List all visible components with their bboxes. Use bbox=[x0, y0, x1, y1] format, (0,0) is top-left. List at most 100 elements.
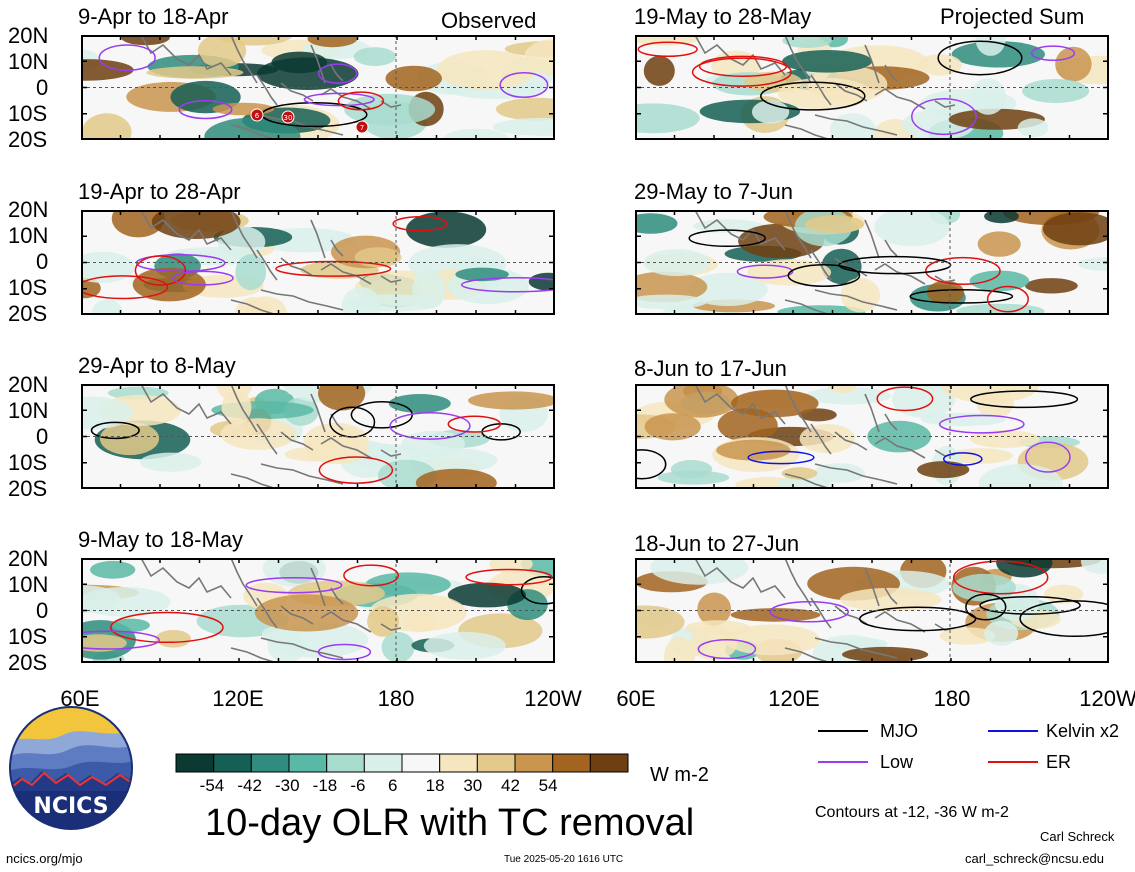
olr-anomaly-blob bbox=[977, 231, 1021, 257]
coastline bbox=[260, 463, 344, 485]
olr-anomaly-blob bbox=[385, 65, 442, 92]
olr-anomaly-blob bbox=[782, 50, 873, 73]
ncics-logo: NCICS bbox=[9, 706, 133, 830]
tc-marker: 30 bbox=[281, 110, 295, 124]
coastline bbox=[814, 289, 898, 311]
tc-marker: 7 bbox=[355, 120, 369, 134]
wave-contour bbox=[838, 255, 952, 275]
olr-anomaly-blob bbox=[1025, 278, 1078, 294]
coastline bbox=[784, 210, 812, 259]
colorbar-tick-label: -30 bbox=[275, 776, 300, 795]
olr-anomaly-blob bbox=[81, 251, 135, 283]
lat-label: 0 bbox=[36, 249, 49, 274]
author-email[interactable]: carl_schreck@ncsu.edu bbox=[965, 851, 1104, 866]
coastline bbox=[320, 437, 372, 459]
wave-contour bbox=[337, 91, 385, 111]
lat-label: 10N bbox=[8, 223, 49, 248]
coastline bbox=[320, 611, 372, 633]
olr-anomaly-blob bbox=[81, 59, 134, 81]
coastline bbox=[310, 393, 326, 433]
coastline bbox=[694, 210, 786, 251]
wave-contour bbox=[691, 57, 792, 87]
olr-anomaly-blob bbox=[436, 50, 536, 90]
wave-contour bbox=[98, 44, 156, 72]
olr-anomaly-blob bbox=[447, 582, 526, 608]
wave-contour bbox=[747, 450, 815, 465]
wave-contour bbox=[178, 99, 233, 120]
coastline bbox=[230, 558, 258, 607]
wave-contour bbox=[937, 40, 1023, 76]
lon-label: 120E bbox=[768, 686, 820, 711]
wave-contour bbox=[90, 421, 140, 440]
coastline bbox=[256, 249, 278, 281]
olr-anomaly-blob bbox=[365, 572, 451, 597]
wave-contour bbox=[343, 564, 400, 587]
olr-anomaly-blob bbox=[524, 39, 555, 75]
olr-anomaly-blob bbox=[1017, 118, 1049, 138]
coastline bbox=[380, 623, 402, 631]
colorbar-swatch bbox=[250, 753, 290, 773]
lat-label: 0 bbox=[36, 75, 49, 100]
wave-contour bbox=[447, 415, 502, 433]
panel-title-obs-3: 29-Apr to 8-May bbox=[78, 353, 236, 378]
legend-label-low: Low bbox=[880, 752, 914, 772]
coastline bbox=[380, 275, 402, 283]
colorbar-tick-label: 54 bbox=[538, 776, 558, 795]
olr-anomaly-blob bbox=[1044, 584, 1084, 604]
legend-line-er bbox=[988, 761, 1038, 763]
wave-contour bbox=[172, 270, 234, 286]
olr-anomaly-blob bbox=[1055, 46, 1092, 82]
wave-contour bbox=[1019, 600, 1109, 638]
colorbar-tick-label: -54 bbox=[199, 776, 225, 795]
wave-contour bbox=[81, 275, 169, 300]
panel-title-obs-2: 19-Apr to 28-Apr bbox=[78, 179, 241, 204]
coastline bbox=[230, 35, 258, 84]
olr-anomaly-blob bbox=[956, 303, 1045, 315]
wave-contour bbox=[876, 386, 934, 412]
wave-contour bbox=[637, 41, 698, 58]
panel-title-obs-1: 9-Apr to 18-Apr bbox=[78, 4, 229, 29]
coastline bbox=[874, 611, 926, 633]
olr-anomaly-blob bbox=[528, 272, 555, 291]
olr-anomaly-blob bbox=[776, 476, 831, 489]
colorbar-swatch bbox=[175, 753, 215, 773]
olr-anomaly-blob bbox=[468, 391, 555, 410]
wave-contour bbox=[736, 264, 794, 279]
coastline bbox=[694, 35, 786, 76]
coastline bbox=[814, 637, 898, 659]
coastline bbox=[864, 567, 880, 607]
wave-contour bbox=[460, 277, 555, 293]
lon-label: 120E bbox=[212, 686, 264, 711]
wave-contour bbox=[697, 639, 757, 660]
olr-anomaly-blob bbox=[1022, 79, 1090, 103]
olr-map-panel-obs-2 bbox=[81, 210, 555, 315]
olr-anomaly-blob bbox=[81, 396, 133, 430]
coastline bbox=[330, 587, 344, 605]
olr-anomaly-blob bbox=[996, 558, 1053, 578]
olr-anomaly-blob bbox=[262, 558, 326, 587]
olr-anomaly-blob bbox=[318, 384, 366, 411]
wave-contour bbox=[81, 630, 160, 650]
olr-anomaly-blob bbox=[805, 215, 865, 234]
lat-label: 20S bbox=[8, 127, 48, 152]
wave-contour bbox=[317, 63, 358, 84]
olr-map-panel-proj-2 bbox=[635, 210, 1109, 315]
lat-label: 10S bbox=[8, 624, 48, 649]
website-link[interactable]: ncics.org/mjo bbox=[6, 851, 83, 866]
olr-map-panel-proj-1 bbox=[635, 35, 1109, 140]
colorbar-tick-label: 18 bbox=[425, 776, 445, 795]
lat-label: 20S bbox=[8, 476, 48, 501]
olr-anomaly-blob bbox=[406, 211, 487, 248]
coastline bbox=[814, 463, 898, 485]
olr-anomaly-blob bbox=[221, 390, 252, 425]
colorbar-units: W m-2 bbox=[650, 764, 709, 786]
panel-title-proj-1: 19-May to 28-May bbox=[634, 4, 812, 29]
coastline bbox=[230, 124, 278, 140]
coastline bbox=[320, 263, 372, 285]
wave-contour bbox=[925, 256, 1001, 285]
wave-contour bbox=[318, 456, 394, 484]
olr-anomaly-blob bbox=[805, 387, 892, 405]
olr-anomaly-blob bbox=[266, 622, 369, 658]
olr-anomaly-blob bbox=[657, 470, 730, 485]
olr-anomaly-blob bbox=[81, 585, 121, 613]
